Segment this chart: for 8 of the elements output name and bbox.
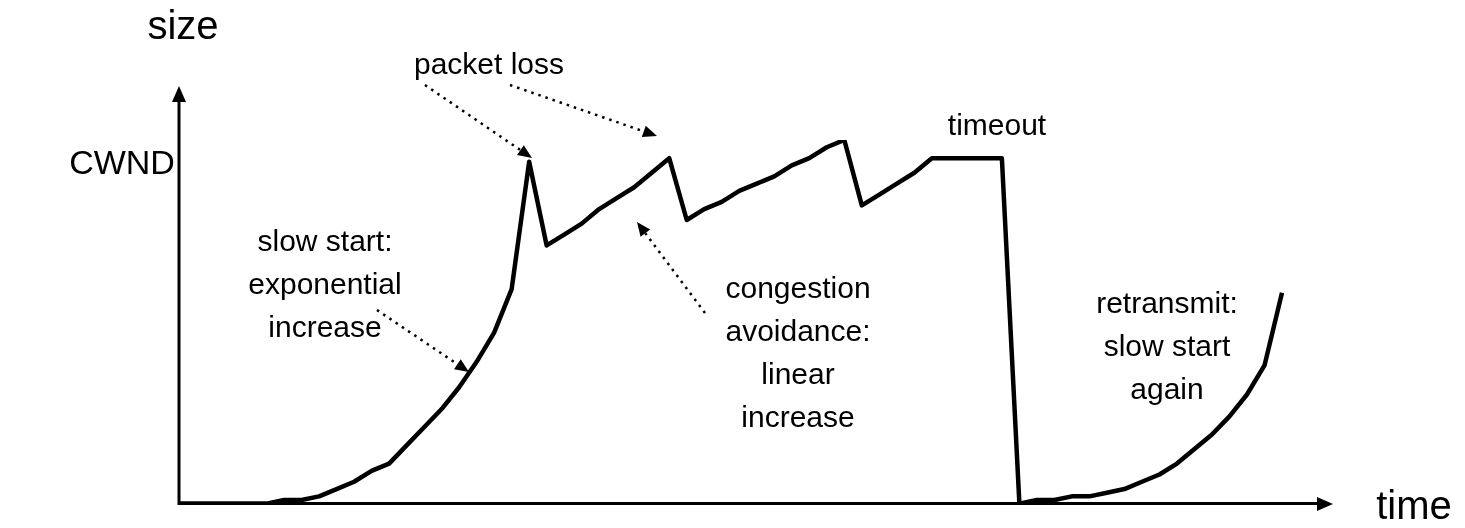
y-axis-title: size [147,3,219,48]
x-axis-title: time [1376,482,1452,527]
annotation: congestion avoidance: linear increase [725,271,871,434]
annotation: retransmit: slow start again [1096,286,1238,406]
annotation: CWND [69,143,175,182]
annotation: slow start: exponential increase [248,224,402,344]
annotation: timeout [947,108,1047,142]
text: packet loss [413,47,565,81]
